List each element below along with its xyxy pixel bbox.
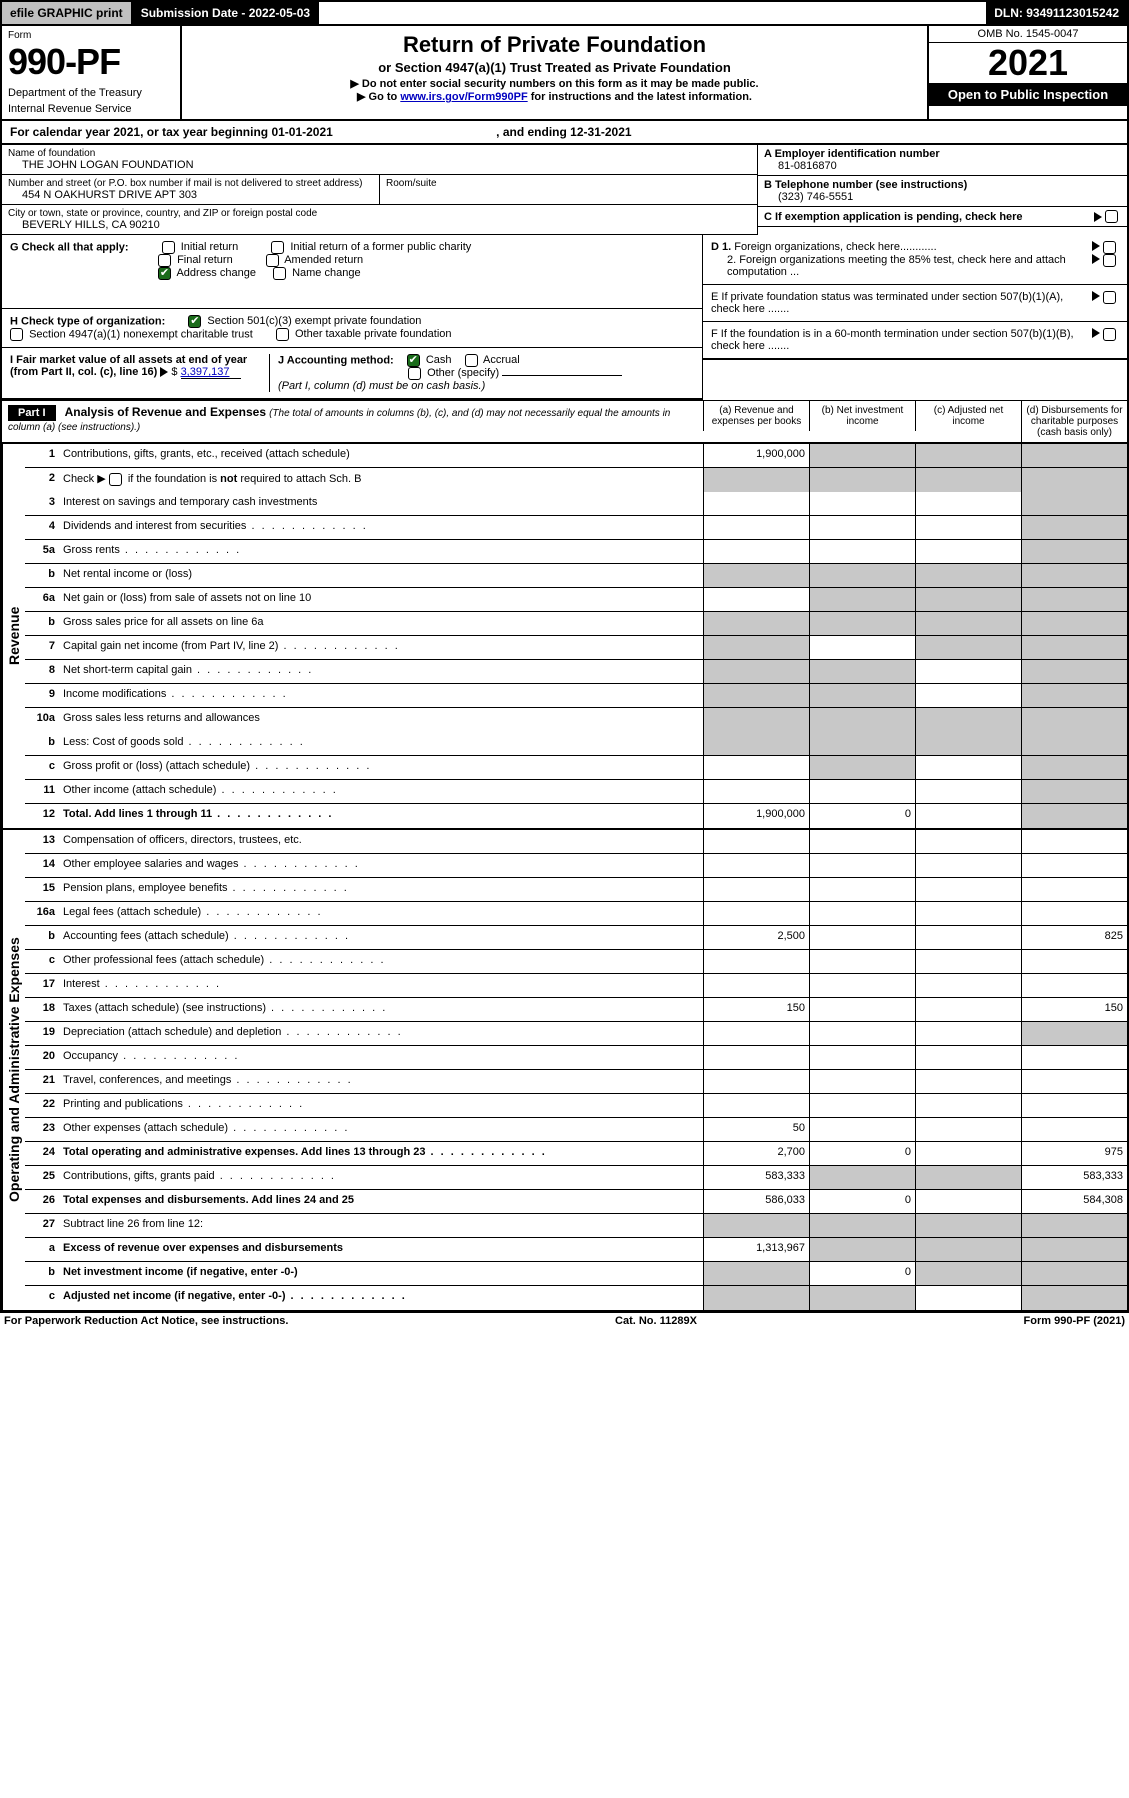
form-title: Return of Private Foundation	[188, 32, 921, 58]
initial-return-checkbox[interactable]	[162, 241, 175, 254]
c-pending-checkbox[interactable]	[1105, 210, 1118, 223]
irs-label: Internal Revenue Service	[8, 103, 174, 115]
address-change-checkbox[interactable]	[158, 267, 171, 280]
phone-value: (323) 746-5551	[764, 191, 1121, 203]
expenses-table: Operating and Administrative Expenses 13…	[0, 830, 1129, 1312]
entity-info: Name of foundation THE JOHN LOGAN FOUNDA…	[0, 145, 1129, 235]
j-note: (Part I, column (d) must be on cash basi…	[278, 380, 485, 392]
instr-ssn: ▶ Do not enter social security numbers o…	[188, 77, 921, 90]
check-boxes-section: G Check all that apply: Initial return I…	[0, 235, 1129, 400]
omb-number: OMB No. 1545-0047	[929, 26, 1127, 43]
cat-number: Cat. No. 11289X	[615, 1315, 697, 1327]
col-c-header: (c) Adjusted net income	[915, 401, 1021, 431]
dept-treasury: Department of the Treasury	[8, 87, 174, 99]
j-label: J Accounting method:	[278, 354, 394, 366]
form-header: Form 990-PF Department of the Treasury I…	[0, 26, 1129, 121]
accrual-checkbox[interactable]	[465, 354, 478, 367]
g-label: G Check all that apply:	[10, 241, 129, 253]
cash-checkbox[interactable]	[407, 354, 420, 367]
revenue-table: Revenue 1Contributions, gifts, grants, e…	[0, 444, 1129, 830]
submission-date: Submission Date - 2022-05-03	[133, 2, 319, 24]
paperwork-notice: For Paperwork Reduction Act Notice, see …	[4, 1315, 288, 1327]
schb-checkbox[interactable]	[109, 473, 122, 486]
expenses-sidelabel: Operating and Administrative Expenses	[2, 830, 25, 1310]
revenue-sidelabel: Revenue	[2, 444, 25, 828]
c-pending-label: C If exemption application is pending, c…	[764, 211, 1094, 223]
e-checkbox[interactable]	[1103, 291, 1116, 304]
name-change-checkbox[interactable]	[273, 267, 286, 280]
4947-checkbox[interactable]	[10, 328, 23, 341]
addr-label: Number and street (or P.O. box number if…	[8, 178, 373, 189]
form-label: Form	[8, 30, 174, 41]
col-d-header: (d) Disbursements for charitable purpose…	[1021, 401, 1127, 442]
irs-link[interactable]: www.irs.gov/Form990PF	[400, 91, 527, 103]
city-state-zip: BEVERLY HILLS, CA 90210	[8, 219, 751, 231]
name-label: Name of foundation	[8, 148, 751, 159]
page-footer: For Paperwork Reduction Act Notice, see …	[0, 1312, 1129, 1329]
room-label: Room/suite	[386, 178, 751, 189]
d2-checkbox[interactable]	[1103, 254, 1116, 267]
col-a-header: (a) Revenue and expenses per books	[703, 401, 809, 431]
tax-year: 2021	[929, 43, 1127, 83]
ein-value: 81-0816870	[764, 160, 1121, 172]
h-label: H Check type of organization:	[10, 315, 165, 327]
f-label: F If the foundation is in a 60-month ter…	[711, 328, 1092, 352]
d1-checkbox[interactable]	[1103, 241, 1116, 254]
form-footer: Form 990-PF (2021)	[1024, 1315, 1125, 1327]
part1-label: Part I	[8, 405, 56, 421]
calendar-year: For calendar year 2021, or tax year begi…	[0, 121, 1129, 145]
col-b-header: (b) Net investment income	[809, 401, 915, 431]
street-address: 454 N OAKHURST DRIVE APT 303	[8, 189, 373, 201]
e-label: E If private foundation status was termi…	[711, 291, 1092, 315]
501c3-checkbox[interactable]	[188, 315, 201, 328]
form-number: 990-PF	[8, 41, 174, 83]
top-bar: efile GRAPHIC print Submission Date - 20…	[0, 0, 1129, 26]
other-method-checkbox[interactable]	[408, 367, 421, 380]
ein-label: A Employer identification number	[764, 148, 1121, 160]
other-taxable-checkbox[interactable]	[276, 328, 289, 341]
city-label: City or town, state or province, country…	[8, 208, 751, 219]
part1-header: Part I Analysis of Revenue and Expenses …	[0, 400, 1129, 444]
f-checkbox[interactable]	[1103, 328, 1116, 341]
instr-link: ▶ Go to www.irs.gov/Form990PF for instru…	[188, 90, 921, 103]
open-inspection: Open to Public Inspection	[929, 83, 1127, 106]
efile-button[interactable]: efile GRAPHIC print	[2, 2, 133, 24]
phone-label: B Telephone number (see instructions)	[764, 179, 1121, 191]
initial-former-checkbox[interactable]	[271, 241, 284, 254]
fmv-value[interactable]: 3,397,137	[181, 366, 241, 379]
foundation-name: THE JOHN LOGAN FOUNDATION	[8, 159, 751, 171]
final-return-checkbox[interactable]	[158, 254, 171, 267]
dln: DLN: 93491123015242	[986, 2, 1127, 24]
form-subtitle: or Section 4947(a)(1) Trust Treated as P…	[188, 60, 921, 75]
amended-return-checkbox[interactable]	[266, 254, 279, 267]
